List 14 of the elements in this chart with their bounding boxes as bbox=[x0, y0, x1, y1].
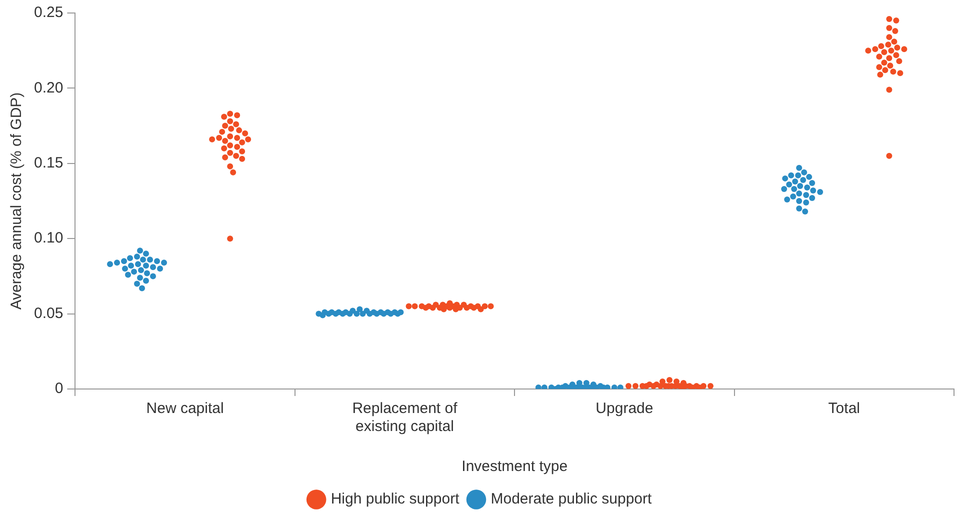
x-tick-label: Total bbox=[828, 400, 860, 418]
y-tick-label: 0.20 bbox=[34, 79, 64, 96]
y-tick-label: 0.25 bbox=[34, 4, 64, 22]
legend-label: High public support bbox=[330, 490, 460, 508]
y-tick-label: 0.15 bbox=[34, 154, 64, 172]
y-tick-label: 0 bbox=[54, 380, 64, 398]
legend-label: Moderate public support bbox=[490, 490, 652, 508]
y-tick-label: 0.05 bbox=[34, 304, 64, 322]
x-tick-label: Upgrade bbox=[596, 400, 654, 418]
y-tick-label: 0.10 bbox=[34, 230, 64, 247]
x-tick-label: Replacement of existing capital bbox=[352, 400, 458, 436]
x-axis-title: Investment type bbox=[462, 458, 568, 476]
y-axis-title: Average annual cost (% of GDP) bbox=[8, 92, 26, 310]
x-tick-label: New capital bbox=[146, 400, 224, 418]
